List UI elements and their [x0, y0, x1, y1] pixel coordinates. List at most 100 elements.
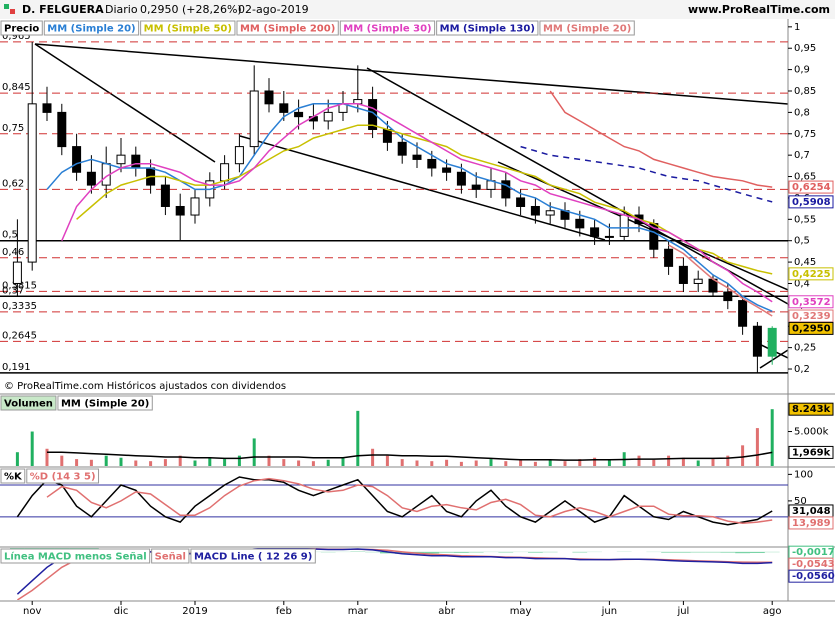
candle-body	[190, 197, 200, 216]
candle-body	[442, 167, 452, 173]
y-tick-label: 0,9	[794, 65, 810, 76]
histogram-bar	[394, 551, 410, 554]
volume-bar	[667, 455, 671, 466]
volume-bar	[134, 460, 138, 466]
legend-box	[436, 20, 539, 36]
x-tick-label: nov	[23, 606, 41, 617]
volume-bar	[681, 457, 685, 466]
volume-bar	[237, 455, 241, 466]
level-label: 0,62	[2, 178, 24, 189]
series-line	[668, 244, 773, 317]
y-tick-label: 1	[794, 22, 800, 33]
volume-bar	[341, 457, 345, 466]
histogram-bar	[424, 551, 440, 554]
candle-body	[664, 248, 674, 267]
volume-bar	[711, 459, 715, 466]
series-line	[46, 477, 773, 524]
candle-body	[516, 197, 526, 207]
level-label: 0,965	[2, 31, 31, 42]
last-value-label: 13,989	[792, 518, 831, 529]
volume-bar	[430, 461, 434, 466]
candle-body	[116, 154, 126, 165]
histogram-bar	[454, 551, 469, 553]
legend-entry: MACD Line ( 12 26 9)	[194, 552, 312, 563]
legend-box	[190, 548, 316, 564]
candle-body	[131, 154, 141, 169]
volume-bar	[45, 448, 49, 466]
candle-body	[12, 261, 22, 284]
candle-body	[767, 327, 777, 357]
legend-entry: MM (Simple 50)	[144, 24, 232, 35]
y-tick-label: 0,8	[794, 107, 810, 118]
volume-bar	[504, 461, 508, 466]
series-line	[61, 103, 773, 303]
volume-bar	[297, 460, 301, 466]
level-label: 0,3815	[2, 280, 37, 291]
histogram-bar	[439, 551, 454, 553]
candle-body	[738, 300, 748, 327]
x-tick-label: jun	[601, 606, 617, 617]
volume-bar	[519, 459, 523, 466]
legend-box	[57, 395, 153, 411]
legend-box	[339, 20, 436, 36]
level-label: 0,2645	[2, 330, 37, 341]
last-value-label: 8.243k	[792, 404, 831, 415]
last-value-label: -0,0560	[792, 571, 835, 582]
level-label: 0,845	[2, 82, 31, 93]
candle-body	[294, 111, 304, 118]
candle-body	[72, 146, 82, 173]
volume-bar	[385, 455, 389, 466]
volume-bar	[489, 459, 493, 466]
series-line	[16, 476, 773, 526]
legend-box	[0, 20, 43, 36]
volume-bar	[60, 455, 64, 466]
histogram-bar	[750, 551, 765, 554]
volume-bar	[311, 461, 315, 466]
last-value-box	[788, 569, 834, 583]
legend-box	[0, 548, 151, 564]
series-line	[549, 90, 773, 188]
volume-bar	[15, 452, 19, 466]
candle-body	[264, 90, 274, 105]
histogram-bar	[528, 551, 543, 553]
candle-body	[693, 278, 703, 284]
candle-body	[619, 214, 629, 237]
volume-bar	[415, 460, 419, 466]
histogram-bar	[705, 551, 721, 553]
histogram-bar	[498, 551, 514, 553]
volume-bar	[637, 455, 641, 466]
y-tick-label: 0,85	[794, 86, 816, 97]
legend-box	[151, 548, 190, 564]
legend-entry: MM (Simple 200)	[240, 24, 335, 35]
level-label: 0,46	[2, 247, 24, 258]
legend-entry: Volumen	[4, 399, 53, 410]
volume-bar	[593, 457, 597, 466]
last-value-box	[788, 195, 834, 209]
period: Diario	[105, 3, 138, 16]
instrument: D. FELGUERA	[22, 3, 104, 16]
candle-body	[220, 163, 230, 182]
series-line	[520, 145, 773, 203]
legend-entry: MM (Simple 30)	[343, 24, 431, 35]
legend-entry: MM (Simple 20)	[543, 24, 631, 35]
x-tick-label: feb	[276, 606, 292, 617]
last-value-box	[788, 295, 834, 309]
plot-area	[0, 476, 788, 526]
histogram-bar	[735, 551, 750, 554]
last-value-label: 1,969k	[792, 447, 831, 458]
y-tick-label: 0,95	[794, 43, 816, 54]
candle-body	[382, 128, 392, 143]
volume-bar	[548, 460, 552, 466]
candle-body	[249, 90, 259, 148]
candle-body	[160, 184, 170, 207]
last-value-box	[788, 445, 834, 459]
last-value-box	[788, 180, 834, 194]
volume-bar	[119, 457, 123, 466]
plot-area	[15, 409, 774, 466]
volume-bar	[149, 461, 153, 466]
volume-bar	[163, 459, 167, 466]
y-tick-label: 0,75	[794, 129, 816, 140]
x-tick-label: mar	[348, 606, 369, 617]
candle-body	[57, 111, 67, 148]
legend-box	[26, 468, 100, 484]
